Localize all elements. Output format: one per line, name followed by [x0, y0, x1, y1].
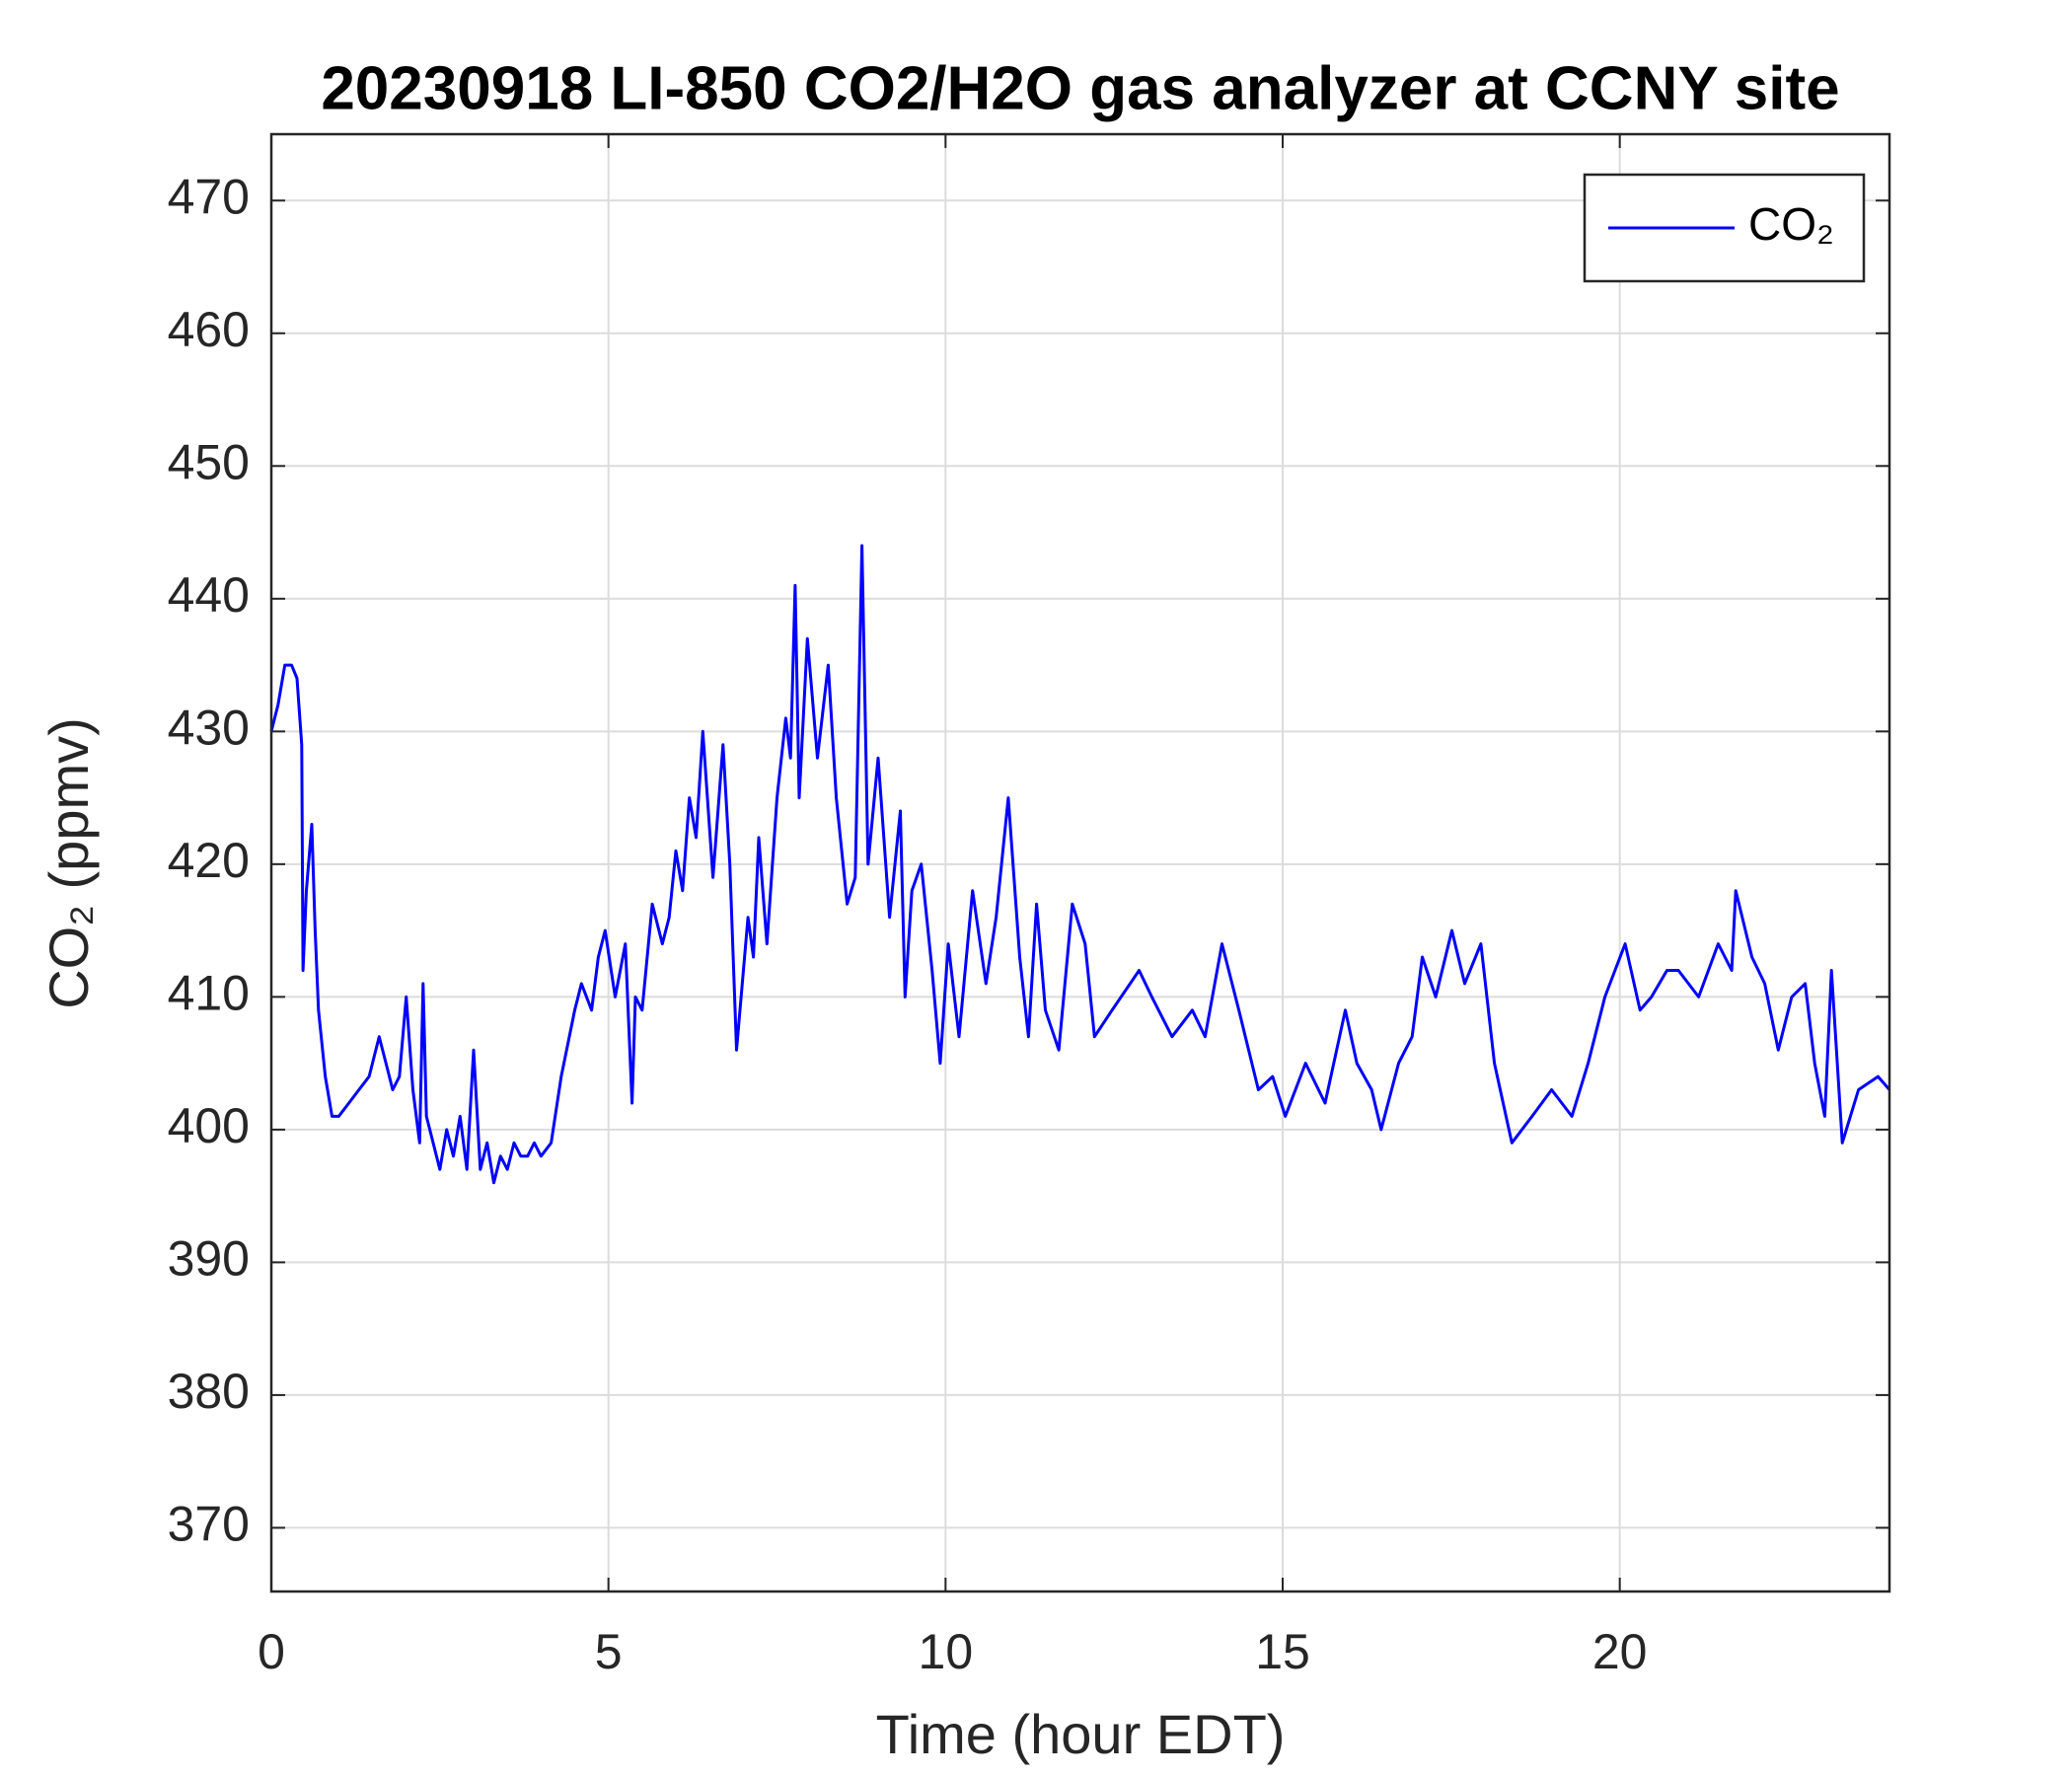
axes-box: [269, 132, 1891, 1593]
x-tick-label: 10: [919, 1624, 974, 1679]
y-tick-label: 370: [168, 1497, 250, 1552]
x-tick-label: 20: [1592, 1624, 1648, 1679]
chart-title: 20230918 LI-850 CO2/H2O gas analyzer at …: [321, 54, 1839, 122]
y-tick-label: 470: [168, 169, 250, 224]
y-axis-label: CO₂ (ppmv): [37, 717, 100, 1009]
data-line: [269, 544, 1891, 1185]
x-tick-label: 0: [258, 1624, 285, 1679]
y-tick-label: 460: [168, 302, 250, 357]
y-tick-label: 430: [168, 701, 250, 756]
x-tick-label: 5: [595, 1624, 623, 1679]
y-tick-label: 380: [168, 1364, 250, 1419]
legend-label: CO₂: [1748, 198, 1834, 250]
y-tick-label: 400: [168, 1098, 250, 1153]
y-tick-label: 440: [168, 567, 250, 623]
y-tick-label: 410: [168, 966, 250, 1021]
x-tick-label: 15: [1255, 1624, 1310, 1679]
y-tick-label: 450: [168, 434, 250, 489]
y-tick-label: 420: [168, 833, 250, 888]
x-axis-label: Time (hour EDT): [876, 1703, 1286, 1765]
y-tick-label: 390: [168, 1231, 250, 1287]
